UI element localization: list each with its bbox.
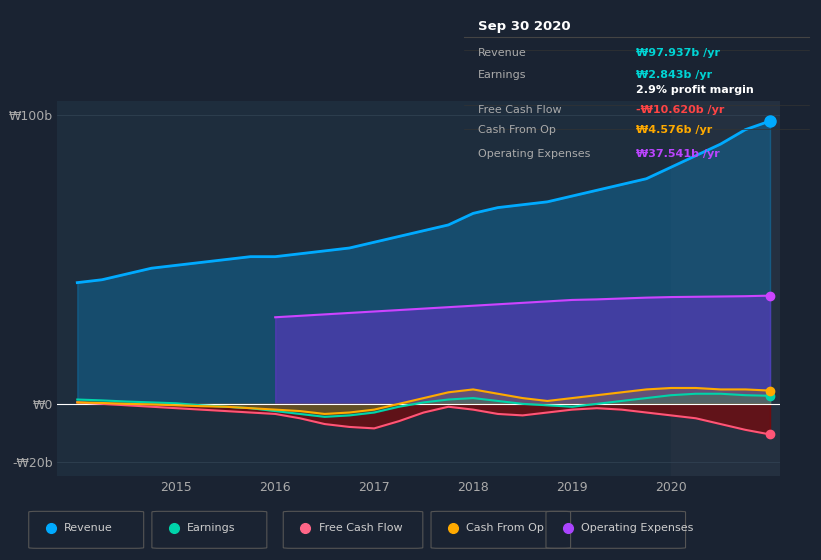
Text: Sep 30 2020: Sep 30 2020 <box>478 20 571 32</box>
Text: Cash From Op: Cash From Op <box>478 125 556 136</box>
Bar <box>671 101 780 476</box>
Text: ₩97.937b /yr: ₩97.937b /yr <box>636 48 720 58</box>
Text: Operating Expenses: Operating Expenses <box>478 149 590 159</box>
Text: Earnings: Earnings <box>187 523 236 533</box>
Text: ₩37.541b /yr: ₩37.541b /yr <box>636 149 720 159</box>
Text: Operating Expenses: Operating Expenses <box>581 523 694 533</box>
Text: Revenue: Revenue <box>64 523 112 533</box>
Text: -₩10.620b /yr: -₩10.620b /yr <box>636 105 725 115</box>
Text: ₩2.843b /yr: ₩2.843b /yr <box>636 70 713 80</box>
Text: Revenue: Revenue <box>478 48 526 58</box>
Text: ₩4.576b /yr: ₩4.576b /yr <box>636 125 713 136</box>
Text: 2.9% profit margin: 2.9% profit margin <box>636 85 754 95</box>
Text: Free Cash Flow: Free Cash Flow <box>478 105 562 115</box>
Text: Cash From Op: Cash From Op <box>466 523 544 533</box>
Text: Earnings: Earnings <box>478 70 526 80</box>
Text: Free Cash Flow: Free Cash Flow <box>319 523 402 533</box>
